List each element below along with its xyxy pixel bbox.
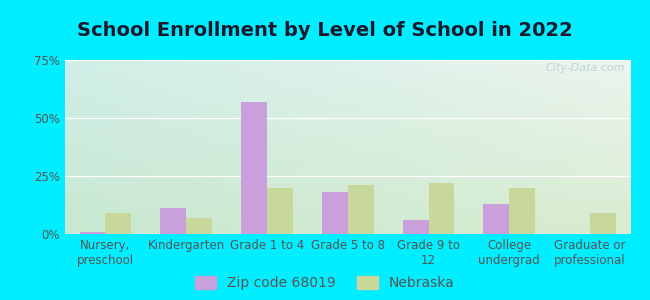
Bar [484,204,510,234]
Legend: Zip code 68019, Nebraska: Zip code 68019, Nebraska [196,276,454,290]
Bar [105,213,131,234]
Bar [403,220,428,234]
Bar [590,213,616,234]
Bar [186,218,212,234]
Text: City-Data.com: City-Data.com [545,64,625,74]
Bar [428,183,454,234]
Bar [322,192,348,234]
Text: School Enrollment by Level of School in 2022: School Enrollment by Level of School in … [77,21,573,40]
Bar [79,232,105,234]
Bar [510,188,535,234]
Bar [241,102,267,234]
Bar [267,188,292,234]
Bar [161,208,186,234]
Bar [348,185,374,234]
